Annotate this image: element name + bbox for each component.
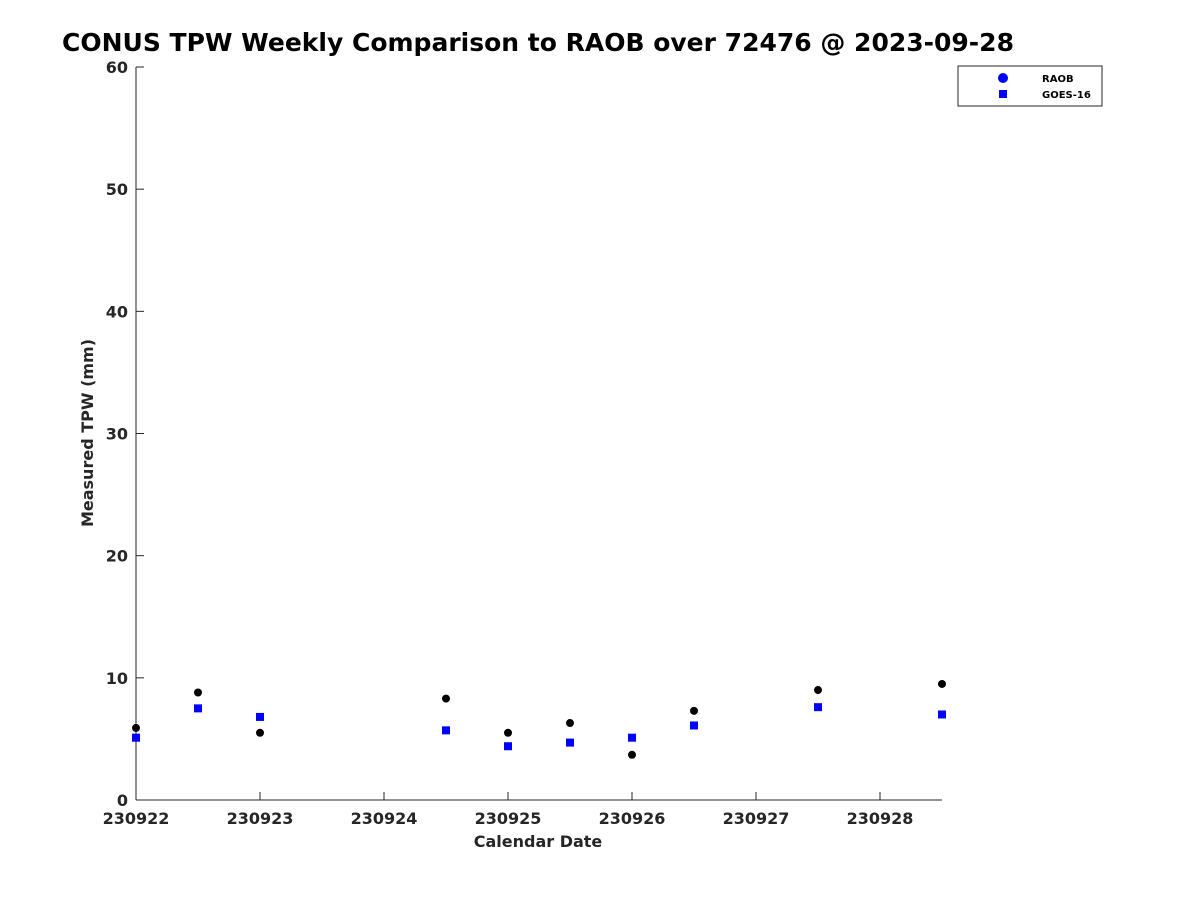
y-axis-label: Measured TPW (mm): [78, 339, 97, 527]
x-tick-label: 230922: [103, 809, 170, 828]
goes-16-point: [814, 703, 822, 712]
raob-point: [690, 706, 698, 715]
y-tick-label: 40: [106, 302, 128, 321]
x-tick-label: 230924: [351, 809, 418, 828]
goes-16-point: [690, 721, 698, 730]
raob-point: [628, 750, 636, 759]
x-tick-label: 230923: [227, 809, 294, 828]
ticks: 230922 230923 230924 230925 230926 230927 2309…: [103, 58, 914, 828]
goes-16-point: [504, 742, 512, 751]
legend-box: [957, 65, 1103, 107]
legend-goes-16-label: GOES-16: [1042, 90, 1091, 101]
x-tick-label: 230925: [475, 809, 542, 828]
x-tick-label: 230926: [599, 809, 666, 828]
legend-raob-label: RAOB: [1042, 74, 1074, 85]
raob-point: [194, 688, 202, 697]
raob-point: [256, 728, 264, 737]
x-tick-label: 230928: [847, 809, 914, 828]
y-tick-label: 0: [117, 791, 128, 810]
x-tick-label: 230927: [723, 809, 790, 828]
goes-16-point: [938, 710, 946, 719]
y-tick-label: 10: [106, 669, 128, 688]
goes-16-point: [566, 738, 574, 747]
legend-raob-marker: [998, 73, 1008, 83]
raob-point: [442, 694, 450, 703]
chart-title: CONUS TPW Weekly Comparison to RAOB over…: [62, 28, 1014, 57]
raob-point: [504, 728, 512, 737]
goes-16-point: [132, 733, 140, 742]
data-markers: [132, 679, 946, 759]
y-tick-label: 30: [106, 425, 128, 444]
goes-16-point: [256, 712, 264, 721]
x-axis-label: Calendar Date: [474, 832, 603, 851]
y-tick-label: 60: [106, 58, 128, 77]
legend: RAOB GOES-16: [957, 65, 1103, 107]
raob-point: [814, 686, 822, 695]
y-tick-label: 20: [106, 547, 128, 566]
legend-goes-16-marker: [999, 90, 1007, 98]
goes-16-point: [442, 726, 450, 735]
raob-point: [566, 719, 574, 728]
raob-point: [938, 679, 946, 688]
raob-point: [132, 723, 140, 732]
goes-16-point: [194, 704, 202, 713]
y-tick-label: 50: [106, 180, 128, 199]
goes-16-point: [628, 733, 636, 742]
